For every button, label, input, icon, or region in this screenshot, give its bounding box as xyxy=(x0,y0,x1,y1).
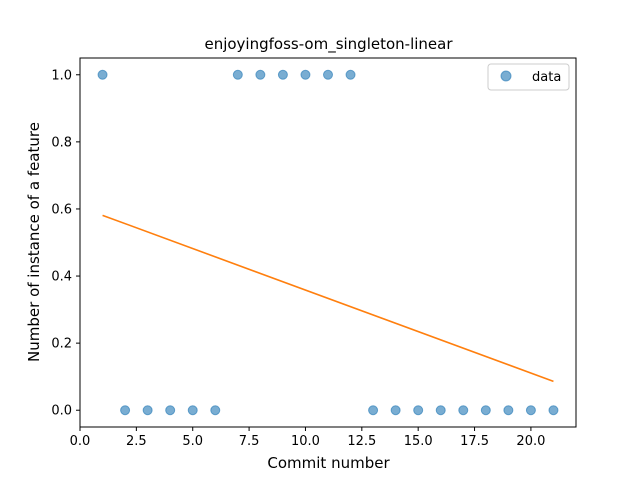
trend-line-path xyxy=(102,214,554,383)
data-point xyxy=(368,405,379,416)
x-tick-label: 20.0 xyxy=(516,434,545,449)
data-point xyxy=(300,69,311,80)
y-tick-label: 1.0 xyxy=(51,68,72,83)
chart-title: enjoyingfoss-om_singleton-linear xyxy=(204,35,453,54)
x-tick-label: 15.0 xyxy=(404,434,433,449)
data-point xyxy=(277,69,288,80)
data-point xyxy=(142,405,153,416)
data-point xyxy=(187,405,198,416)
data-point xyxy=(525,405,536,416)
x-axis-ticks: 0.0 2.5 5.0 7.5 10.0 12.5 15.0 17.5 20.0 xyxy=(70,427,545,449)
data-point xyxy=(210,405,221,416)
data-point xyxy=(97,69,108,80)
data-points xyxy=(97,69,559,416)
x-tick-label: 2.5 xyxy=(126,434,147,449)
y-tick-label: 0.4 xyxy=(51,270,72,285)
x-tick-label: 7.5 xyxy=(239,434,260,449)
y-tick-label: 0.6 xyxy=(51,202,72,217)
y-tick-label: 0.2 xyxy=(51,337,72,352)
legend-box xyxy=(487,63,570,91)
data-point xyxy=(165,405,176,416)
data-point xyxy=(413,405,424,416)
legend-label: data xyxy=(532,70,561,85)
data-point xyxy=(548,405,559,416)
x-tick-label: 12.5 xyxy=(347,434,376,449)
data-point xyxy=(345,69,356,80)
x-tick-label: 17.5 xyxy=(460,434,489,449)
data-point xyxy=(458,405,469,416)
data-point xyxy=(255,69,266,80)
data-point xyxy=(480,405,491,416)
data-point xyxy=(232,69,243,80)
data-point xyxy=(503,405,514,416)
y-tick-label: 0.0 xyxy=(51,404,72,419)
data-point xyxy=(323,69,333,80)
x-tick-label: 0.0 xyxy=(70,434,91,449)
y-tick-label: 0.8 xyxy=(51,135,72,150)
plot-frame xyxy=(79,57,577,428)
legend: data xyxy=(487,63,570,91)
x-tick-label: 10.0 xyxy=(291,434,320,449)
x-tick-label: 5.0 xyxy=(182,434,203,449)
y-axis-ticks: 0.0 0.2 0.4 0.6 0.8 1.0 xyxy=(51,68,80,419)
trend-line xyxy=(102,214,554,383)
y-axis-label: Number of instance of a feature xyxy=(25,122,43,362)
data-point xyxy=(435,405,446,416)
legend-marker xyxy=(500,70,512,82)
x-axis-label: Commit number xyxy=(267,454,390,472)
data-point xyxy=(120,405,131,416)
data-point xyxy=(390,405,401,416)
